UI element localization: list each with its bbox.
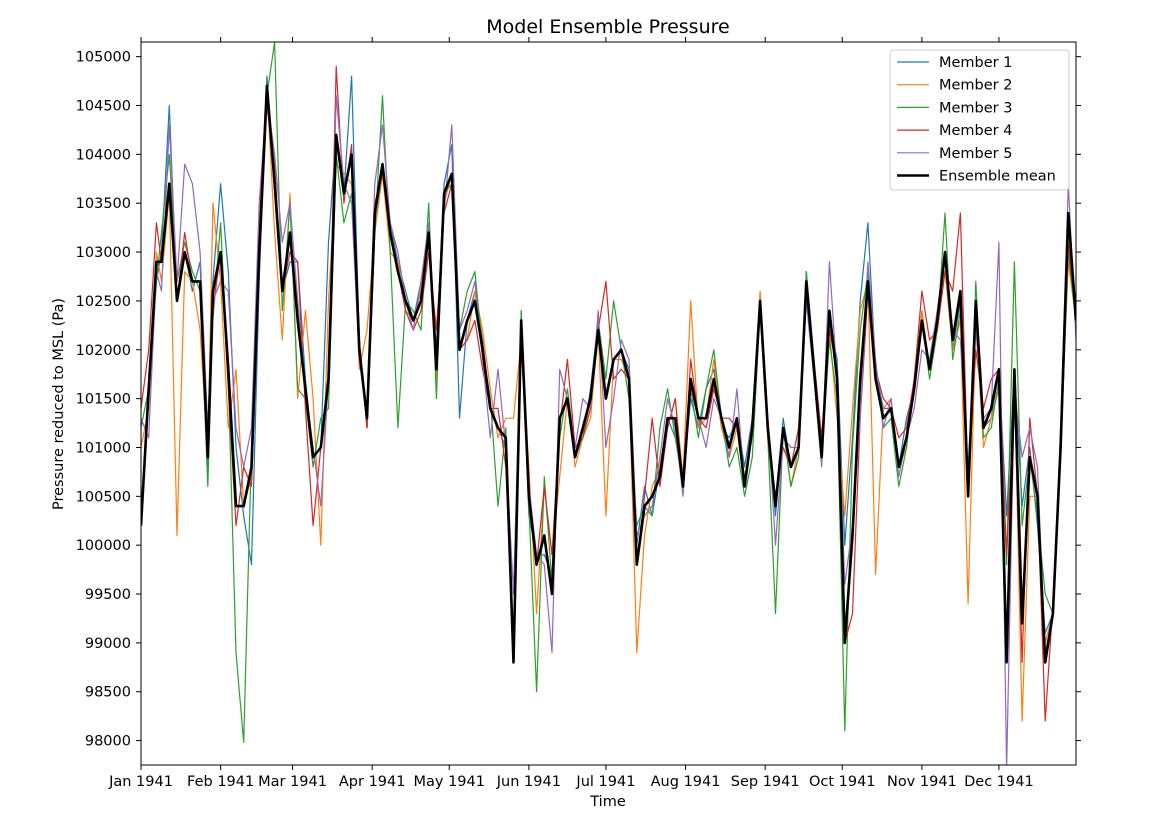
legend-label-5: Member 5 xyxy=(939,146,1012,162)
y-tick-label-3: 99000 xyxy=(85,636,131,652)
plot-frame xyxy=(140,41,1077,766)
series-layer xyxy=(141,42,1076,765)
legend-label-6: Ensemble mean xyxy=(939,169,1056,185)
legend-label-4: Member 4 xyxy=(939,123,1012,139)
x-tick-label-2: Feb 1941 xyxy=(187,774,254,790)
y-tick-label-8: 101500 xyxy=(76,392,131,408)
y-tick-label-7: 101000 xyxy=(76,440,131,456)
legend-box xyxy=(889,49,1070,191)
x-tick-label-6: Jun 1941 xyxy=(496,774,561,790)
x-tick-label-1: Jan 1941 xyxy=(108,774,173,790)
y-tick-label-6: 100500 xyxy=(76,489,131,505)
x-tick-label-8: Aug 1941 xyxy=(651,774,721,790)
series-line-5 xyxy=(141,95,1076,765)
x-axis-label: Time xyxy=(589,794,626,810)
x-tick-label-7: Jul 1941 xyxy=(575,774,635,790)
y-tick-label-5: 100000 xyxy=(76,538,131,554)
y-tick-label-15: 105000 xyxy=(76,50,131,66)
y-tick-label-11: 103000 xyxy=(76,245,131,261)
series-line-6 xyxy=(141,84,1076,664)
y-tick-label-12: 103500 xyxy=(76,196,131,212)
x-tick-label-10: Oct 1941 xyxy=(809,774,876,790)
chart-title: Model Ensemble Pressure xyxy=(486,16,729,38)
x-tick-label-9: Sep 1941 xyxy=(731,774,800,790)
x-tick-label-5: May 1941 xyxy=(413,774,485,790)
x-tick-label-12: Dec 1941 xyxy=(964,774,1034,790)
x-tick-label-4: Apr 1941 xyxy=(339,774,406,790)
y-tick-label-9: 102000 xyxy=(76,343,131,359)
y-tick-label-2: 98500 xyxy=(85,685,131,701)
y-tick-label-14: 104500 xyxy=(76,99,131,115)
y-tick-label-1: 98000 xyxy=(85,734,131,750)
x-tick-label-11: Nov 1941 xyxy=(887,774,957,790)
legend-label-3: Member 3 xyxy=(939,100,1012,116)
legend-label-2: Member 2 xyxy=(939,78,1012,94)
x-tick-label-3: Mar 1941 xyxy=(258,774,327,790)
y-tick-label-13: 104000 xyxy=(76,147,131,163)
y-tick-label-4: 99500 xyxy=(85,587,131,603)
legend-label-1: Member 1 xyxy=(939,55,1012,71)
y-axis-label: Pressure reduced to MSL (Pa) xyxy=(51,298,67,510)
legend: Member 1 Member 2 Member 3 Member 4 Member 5… xyxy=(889,49,1070,191)
y-axis: 98000 98500 99000 99500 100000 100500 101000 10… xyxy=(76,50,1081,750)
y-tick-label-10: 102500 xyxy=(76,294,131,310)
x-axis: Jan 1941 Feb 1941 Mar 1941 Apr 1941 May 1941… xyxy=(108,37,1034,790)
